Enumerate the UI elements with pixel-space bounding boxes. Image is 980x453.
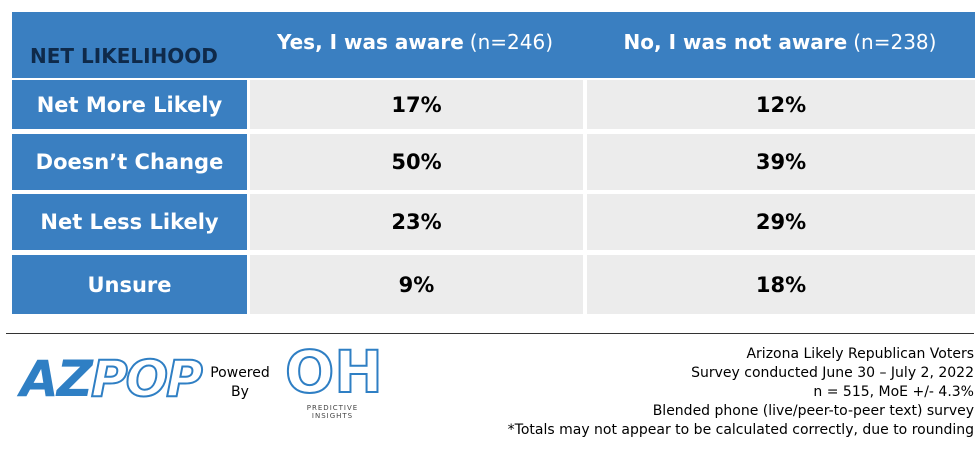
cell: 12%	[587, 80, 975, 129]
header-band	[12, 12, 975, 78]
powered-by: Powered By	[205, 364, 275, 402]
note-line: n = 515, MoE +/- 4.3%	[813, 384, 974, 400]
azpop-logo: AZPOP	[20, 349, 204, 409]
cell: 50%	[250, 134, 583, 190]
corner-label: NET LIKELIHOOD	[30, 44, 218, 68]
row-label: Net More Likely	[12, 80, 247, 129]
cell: 9%	[250, 255, 583, 314]
note-line: Survey conducted June 30 – July 2, 2022	[691, 365, 974, 381]
logo-text: INSIGHTS	[311, 412, 354, 420]
cell: 18%	[587, 255, 975, 314]
footer-notes: Arizona Likely Republican Voters Survey c…	[508, 345, 974, 440]
column-title: Yes, I was aware	[276, 30, 464, 54]
row-label: Net Less Likely	[12, 194, 247, 250]
row-label: Doesn’t Change	[12, 134, 247, 190]
logo-text: AZ	[20, 350, 93, 408]
note-line: *Totals may not appear to be calculated …	[507, 422, 974, 438]
column-header: No, I was not aware (n=238)	[590, 12, 970, 72]
divider	[6, 333, 974, 334]
column-note: (n=238)	[853, 30, 937, 54]
column-header: Yes, I was aware (n=246)	[250, 12, 580, 72]
logo-text: POP	[90, 349, 204, 409]
logo-text: OH	[284, 338, 384, 406]
note-line: Arizona Likely Republican Voters	[746, 346, 974, 362]
powered-text: Powered	[210, 365, 270, 381]
cell: 29%	[587, 194, 975, 250]
powered-text: By	[231, 384, 249, 400]
logo-text: PREDICTIVE	[306, 404, 359, 412]
cell: 17%	[250, 80, 583, 129]
note-line: Blended phone (live/peer-to-peer text) s…	[652, 403, 974, 419]
oh-logo: OH PREDICTIVE INSIGHTS	[284, 338, 384, 420]
cell: 23%	[250, 194, 583, 250]
cell: 39%	[587, 134, 975, 190]
column-note: (n=246)	[469, 30, 554, 54]
column-title: No, I was not aware	[623, 30, 848, 54]
row-label: Unsure	[12, 255, 247, 314]
